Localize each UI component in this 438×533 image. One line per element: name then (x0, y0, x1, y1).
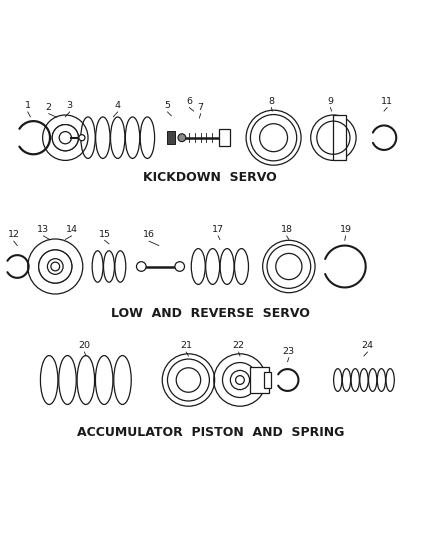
Text: 21: 21 (180, 341, 192, 350)
Circle shape (276, 253, 302, 280)
Circle shape (183, 375, 194, 385)
Text: 1: 1 (25, 101, 31, 110)
Text: 16: 16 (143, 230, 155, 239)
Circle shape (175, 262, 184, 271)
Text: 17: 17 (212, 225, 224, 234)
Bar (250, 367, 269, 393)
Text: 4: 4 (115, 101, 121, 110)
Text: 2: 2 (46, 103, 52, 112)
Text: ACCUMULATOR  PISTON  AND  SPRING: ACCUMULATOR PISTON AND SPRING (77, 426, 344, 439)
Bar (167, 131, 175, 144)
Bar (333, 115, 346, 160)
Text: 24: 24 (361, 341, 374, 350)
Circle shape (137, 262, 146, 271)
Text: KICKDOWN  SERVO: KICKDOWN SERVO (143, 172, 277, 184)
Circle shape (176, 368, 201, 392)
Circle shape (47, 259, 63, 274)
Circle shape (269, 133, 278, 142)
Text: 20: 20 (78, 341, 91, 350)
Text: 23: 23 (283, 347, 295, 356)
Circle shape (230, 370, 250, 390)
Circle shape (39, 250, 72, 283)
Circle shape (79, 135, 85, 141)
Text: 12: 12 (8, 230, 20, 239)
Text: 3: 3 (67, 101, 73, 110)
Bar (264, 372, 271, 388)
Text: 19: 19 (339, 225, 352, 234)
Circle shape (52, 125, 78, 151)
Circle shape (59, 132, 71, 144)
Text: 11: 11 (381, 97, 393, 106)
Circle shape (285, 262, 293, 271)
Circle shape (236, 376, 244, 384)
Text: 5: 5 (165, 101, 170, 110)
Text: LOW  AND  REVERSE  SERVO: LOW AND REVERSE SERVO (111, 306, 310, 320)
Text: 6: 6 (186, 97, 192, 106)
Circle shape (178, 134, 186, 142)
Text: 9: 9 (327, 97, 333, 106)
Circle shape (260, 124, 288, 152)
Text: 13: 13 (37, 225, 49, 234)
Text: 7: 7 (198, 103, 204, 112)
Text: 18: 18 (281, 225, 293, 234)
Circle shape (51, 262, 60, 271)
Text: 14: 14 (65, 225, 78, 234)
Text: 8: 8 (268, 97, 274, 106)
Text: 15: 15 (99, 230, 111, 239)
Bar (219, 129, 230, 147)
Text: 22: 22 (233, 341, 245, 350)
